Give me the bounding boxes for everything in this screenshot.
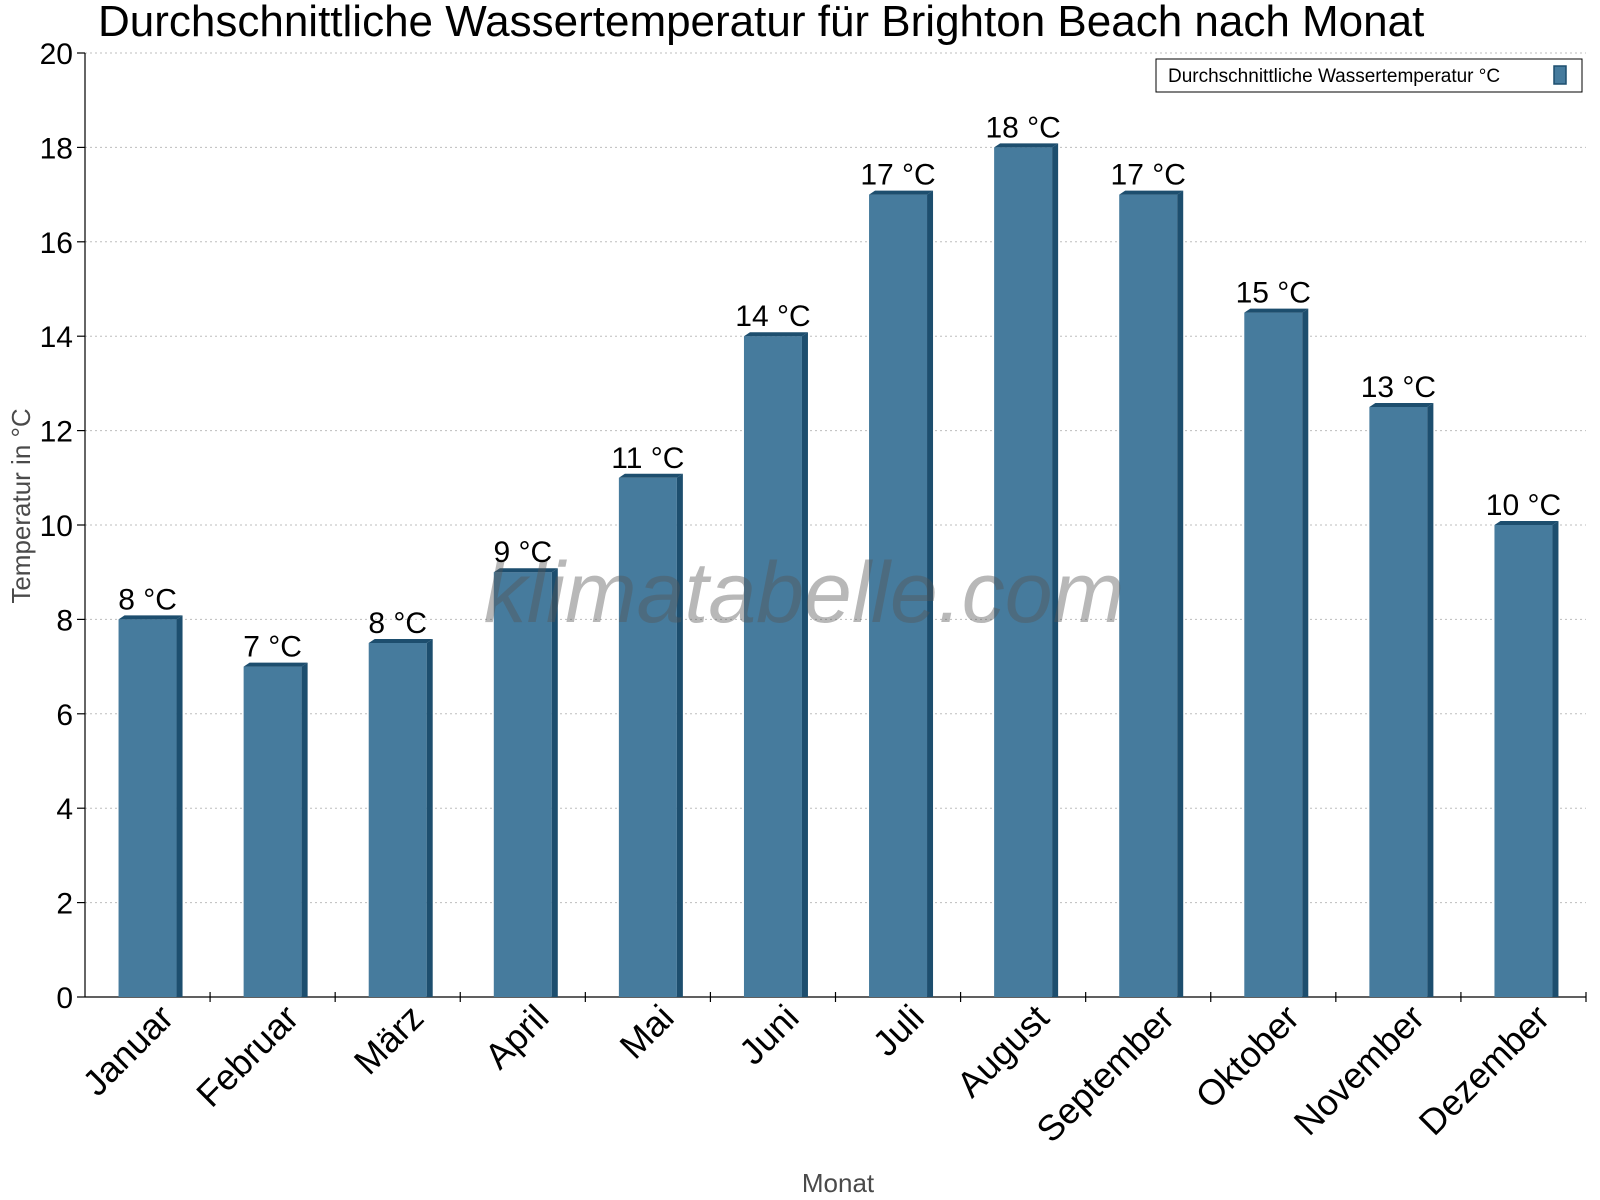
bar-side	[676, 473, 683, 997]
y-tick-label: 14	[40, 321, 73, 354]
bar	[994, 147, 1053, 997]
y-axis-label: Temperatur in °C	[6, 408, 36, 603]
bar-value-label: 8 °C	[368, 607, 427, 640]
y-tick-label: 8	[56, 604, 73, 637]
bar-value-label: 17 °C	[1111, 159, 1186, 192]
x-tick-label: August	[949, 997, 1057, 1105]
bar-value-label: 17 °C	[860, 159, 935, 192]
bar-side	[927, 190, 934, 998]
bar-top	[869, 190, 934, 195]
y-tick-label: 16	[40, 227, 73, 260]
watermark-text: klimatabelle.com	[484, 545, 1124, 641]
bar-top	[493, 568, 558, 573]
bar	[743, 336, 802, 997]
x-tick-label: Mai	[612, 997, 682, 1067]
y-tick-label: 4	[56, 793, 73, 826]
x-tick-label: Januar	[74, 997, 181, 1104]
legend-label: Durchschnittliche Wassertemperatur °C	[1168, 66, 1500, 87]
bar-side	[426, 639, 433, 997]
chart-title: Durchschnittliche Wassertemperatur für B…	[98, 0, 1424, 46]
bar-value-label: 7 °C	[243, 631, 302, 664]
x-tick-label: November	[1286, 997, 1432, 1143]
bar-top	[118, 615, 183, 620]
bar	[1494, 525, 1553, 997]
bar-side	[176, 615, 183, 997]
bar-top	[1119, 190, 1184, 195]
y-tick-label: 18	[40, 132, 73, 165]
bar-top	[368, 639, 433, 643]
grid-lines	[85, 52, 1586, 904]
x-tick-label: April	[477, 997, 557, 1077]
x-tick-label: Juni	[731, 997, 807, 1073]
y-tick-label: 10	[40, 510, 73, 543]
bar	[493, 572, 552, 997]
x-tick-label: Dezember	[1411, 997, 1557, 1143]
x-tick-label: Juli	[865, 997, 932, 1064]
x-axis-label: Monat	[802, 1168, 875, 1198]
bar-value-label: 11 °C	[611, 442, 684, 475]
bar-value-label: 9 °C	[493, 536, 552, 569]
bar-value-label: 10 °C	[1486, 489, 1561, 522]
bar-top	[994, 143, 1059, 148]
x-tick-label: März	[346, 997, 432, 1083]
bar-value-label: 18 °C	[985, 111, 1060, 144]
bar	[618, 477, 677, 997]
bar	[243, 666, 302, 997]
bars	[118, 143, 1559, 998]
bar-side	[1052, 143, 1059, 997]
y-tick-label: 0	[56, 982, 73, 1015]
bar-top	[743, 332, 808, 337]
bar	[1369, 407, 1428, 997]
axes	[77, 52, 1587, 1002]
y-tick-label: 2	[56, 888, 73, 921]
legend-swatch	[1553, 65, 1567, 85]
bar-value-label: 14 °C	[735, 300, 810, 333]
bar-side	[1552, 521, 1559, 997]
bar-value-label: 15 °C	[1236, 277, 1311, 310]
bar-top	[1494, 521, 1559, 525]
legend: Durchschnittliche Wassertemperatur °C	[1155, 58, 1583, 93]
x-tick-label: Oktober	[1187, 997, 1307, 1117]
bar	[118, 619, 177, 997]
bar-side	[301, 662, 308, 997]
bar	[1119, 194, 1178, 998]
y-tick-label: 20	[40, 38, 73, 71]
y-tick-label: 6	[56, 699, 73, 732]
bar-top	[1369, 403, 1434, 407]
bar	[368, 643, 427, 997]
legend-box	[1155, 58, 1583, 93]
bar-value-label: 13 °C	[1361, 371, 1436, 404]
x-tick-label: Februar	[188, 997, 306, 1115]
bar-side	[1302, 308, 1309, 998]
bar-side	[801, 332, 808, 997]
bar-side	[1427, 403, 1434, 997]
bar-top	[618, 473, 683, 478]
bar	[869, 194, 928, 998]
y-tick-label: 12	[40, 416, 73, 449]
bar-side	[1177, 190, 1184, 998]
bar	[1244, 312, 1303, 998]
bar-side	[551, 568, 558, 997]
bar-top	[243, 662, 308, 667]
bar-value-label: 8 °C	[118, 583, 177, 616]
bar-top	[1244, 308, 1309, 313]
data-labels: 8 °C 7 °C 8 °C 9 °C 11 °C 14 °C 17 °C 18 °C 17 °…	[118, 111, 1561, 663]
x-tick-label: September	[1028, 997, 1182, 1151]
